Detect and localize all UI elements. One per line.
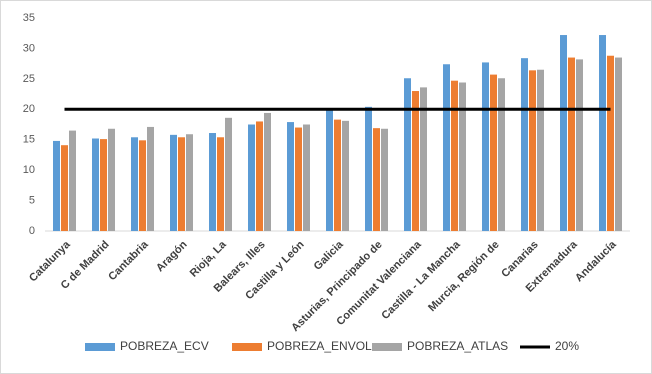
bar: [108, 128, 115, 231]
bar: [69, 130, 76, 231]
bar: [537, 69, 544, 231]
legend-marker: [85, 343, 115, 351]
bar: [381, 128, 388, 231]
bar: [61, 145, 68, 231]
bar: [186, 134, 193, 231]
legend-marker: [232, 343, 262, 351]
y-tick-label: 5: [29, 194, 35, 206]
bar: [248, 124, 255, 231]
bar: [334, 119, 341, 231]
bar: [139, 140, 146, 231]
y-tick-label: 20: [23, 103, 35, 115]
bar: [443, 64, 450, 231]
bar: [529, 70, 536, 231]
bar: [264, 112, 271, 231]
bar: [209, 133, 216, 231]
bar: [576, 59, 583, 231]
bar: [482, 62, 489, 231]
bar: [615, 57, 622, 231]
bar: [373, 128, 380, 231]
legend-label: POBREZA_ENVOL: [267, 339, 372, 353]
bar: [170, 134, 177, 231]
bar: [498, 78, 505, 232]
bar: [100, 139, 107, 231]
bar: [365, 106, 372, 231]
bar: [420, 87, 427, 232]
bar: [459, 82, 466, 231]
bar: [131, 137, 138, 231]
bar: [404, 78, 411, 232]
legend-label: POBREZA_ECV: [120, 339, 209, 353]
legend-label: POBREZA_ATLAS: [407, 339, 508, 353]
bar: [568, 57, 575, 231]
y-tick-label: 0: [29, 225, 35, 237]
bar: [225, 117, 232, 231]
bar: [599, 35, 606, 231]
bar: [607, 55, 614, 231]
bar: [451, 80, 458, 231]
bar: [92, 138, 99, 231]
y-tick-label: 10: [23, 164, 35, 176]
bar: [303, 124, 310, 231]
bar: [287, 122, 294, 231]
bar: [295, 127, 302, 231]
bar: [412, 91, 419, 232]
bar: [560, 35, 567, 231]
bar: [521, 58, 528, 232]
legend-marker: [372, 343, 402, 351]
bar: [147, 126, 154, 231]
bar: [326, 109, 333, 231]
y-tick-label: 30: [23, 42, 35, 54]
bar: [256, 121, 263, 231]
y-tick-label: 35: [23, 12, 35, 24]
legend-label: 20%: [555, 339, 579, 353]
bar: [178, 137, 185, 231]
bar: [217, 137, 224, 231]
bar: [490, 74, 497, 232]
bar: [53, 140, 60, 231]
y-tick-label: 25: [23, 73, 35, 85]
y-tick-label: 15: [23, 134, 35, 146]
bar: [342, 120, 349, 231]
